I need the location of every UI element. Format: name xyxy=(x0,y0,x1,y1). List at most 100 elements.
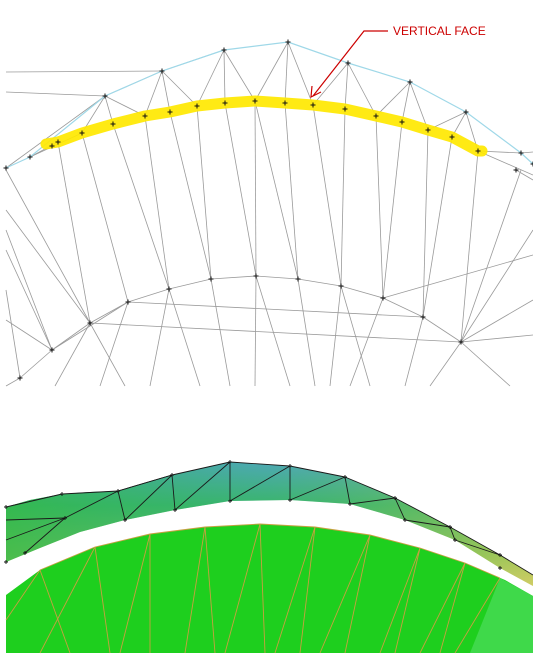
mesh-node xyxy=(27,154,33,160)
mesh-node xyxy=(420,314,426,320)
mesh-node xyxy=(102,93,108,99)
mesh-edge xyxy=(284,102,299,280)
mesh-edge xyxy=(340,108,346,287)
mesh-edge xyxy=(404,316,424,387)
mesh-node xyxy=(338,283,344,289)
ring-edge xyxy=(174,461,231,511)
mesh-edge xyxy=(349,297,384,387)
disk-edge xyxy=(5,569,41,621)
ring-edge xyxy=(64,490,119,519)
mesh-edge xyxy=(161,70,171,113)
ring-node xyxy=(170,473,174,477)
disk-edge xyxy=(119,533,151,654)
mesh-node xyxy=(252,98,258,104)
mesh-node xyxy=(380,295,386,301)
ring-node xyxy=(60,492,64,496)
ring-edge xyxy=(117,474,173,492)
mesh-edge xyxy=(54,322,91,387)
ring-edge xyxy=(344,476,351,505)
mesh-edge xyxy=(460,150,479,343)
mesh-edge xyxy=(347,62,377,117)
disk-edge xyxy=(94,546,111,654)
mesh-edge xyxy=(255,275,291,387)
mesh-edge xyxy=(254,41,289,102)
mesh-node xyxy=(530,161,533,167)
mesh-edge xyxy=(5,289,21,379)
mesh-edge xyxy=(460,299,533,343)
mesh-edge xyxy=(210,275,257,280)
mesh-edge xyxy=(196,105,212,280)
disk-edge xyxy=(419,562,466,654)
ring-edge xyxy=(229,461,291,467)
ring-mesh-edges xyxy=(4,460,533,576)
mesh-edge xyxy=(99,301,129,387)
ring-edge xyxy=(5,493,63,508)
ring-node xyxy=(23,551,27,555)
mesh-node xyxy=(194,103,200,109)
mesh-node xyxy=(282,100,288,106)
mesh-edge xyxy=(51,301,129,351)
ring-edge xyxy=(229,465,291,502)
mesh-edge xyxy=(5,249,53,351)
mesh-edge xyxy=(223,49,256,102)
mesh-edge xyxy=(127,301,424,318)
ring-edge xyxy=(344,476,396,499)
ring-edge xyxy=(117,490,126,521)
mesh-node xyxy=(221,47,227,53)
mesh-edge xyxy=(5,377,21,387)
mesh-edge xyxy=(51,322,91,351)
mesh-node xyxy=(458,339,464,345)
mesh-node xyxy=(159,68,165,74)
ring-node xyxy=(403,518,407,522)
mesh-edge xyxy=(112,123,170,290)
mesh-edge xyxy=(340,285,371,387)
ring-edge xyxy=(394,497,406,521)
disk-edge xyxy=(319,534,371,654)
disk-edge xyxy=(259,523,266,654)
mesh-edge xyxy=(344,62,349,110)
mesh-node xyxy=(345,60,351,66)
ring-edge xyxy=(289,465,346,478)
mesh-edge xyxy=(329,285,342,387)
mesh-edge xyxy=(460,334,533,343)
mesh-node xyxy=(463,109,469,115)
mesh-edge xyxy=(401,81,411,123)
ring-node xyxy=(123,518,127,522)
mesh-node xyxy=(399,119,405,125)
mesh-edge xyxy=(57,141,91,324)
mesh-edge xyxy=(422,129,429,318)
mesh-edge xyxy=(224,102,257,277)
shaded-surface-view xyxy=(4,460,533,654)
mesh-node xyxy=(87,320,93,326)
green-disk-surface xyxy=(6,524,533,653)
mesh-edge xyxy=(168,278,212,290)
disk-edge xyxy=(454,577,501,654)
ring-edge xyxy=(171,461,231,476)
ring-edge xyxy=(449,526,456,541)
mesh-node xyxy=(425,127,431,133)
mesh-edge xyxy=(460,341,511,387)
mesh-edge xyxy=(422,316,462,343)
ring-edge xyxy=(171,474,176,511)
mesh-node xyxy=(142,113,148,119)
ring-edge xyxy=(449,526,501,556)
ring-edge xyxy=(24,517,66,554)
ring-node xyxy=(4,560,8,564)
disk-edge xyxy=(344,534,371,654)
ring-node xyxy=(498,566,502,570)
mesh-node xyxy=(295,276,301,282)
mesh-edge xyxy=(375,115,384,299)
ring-node xyxy=(116,489,120,493)
callout-leader-line xyxy=(312,30,388,97)
wireframe-view: VERTICAL FACE xyxy=(3,24,533,387)
mesh-edge xyxy=(254,100,257,277)
disk-edge xyxy=(299,526,316,654)
mesh-node xyxy=(125,299,131,305)
mesh-node xyxy=(518,150,524,156)
ring-node xyxy=(63,516,67,520)
vertical-face-callout: VERTICAL FACE xyxy=(310,24,486,99)
mesh-edge xyxy=(460,229,533,343)
mesh-edge xyxy=(297,278,342,287)
mesh-node xyxy=(513,167,519,173)
